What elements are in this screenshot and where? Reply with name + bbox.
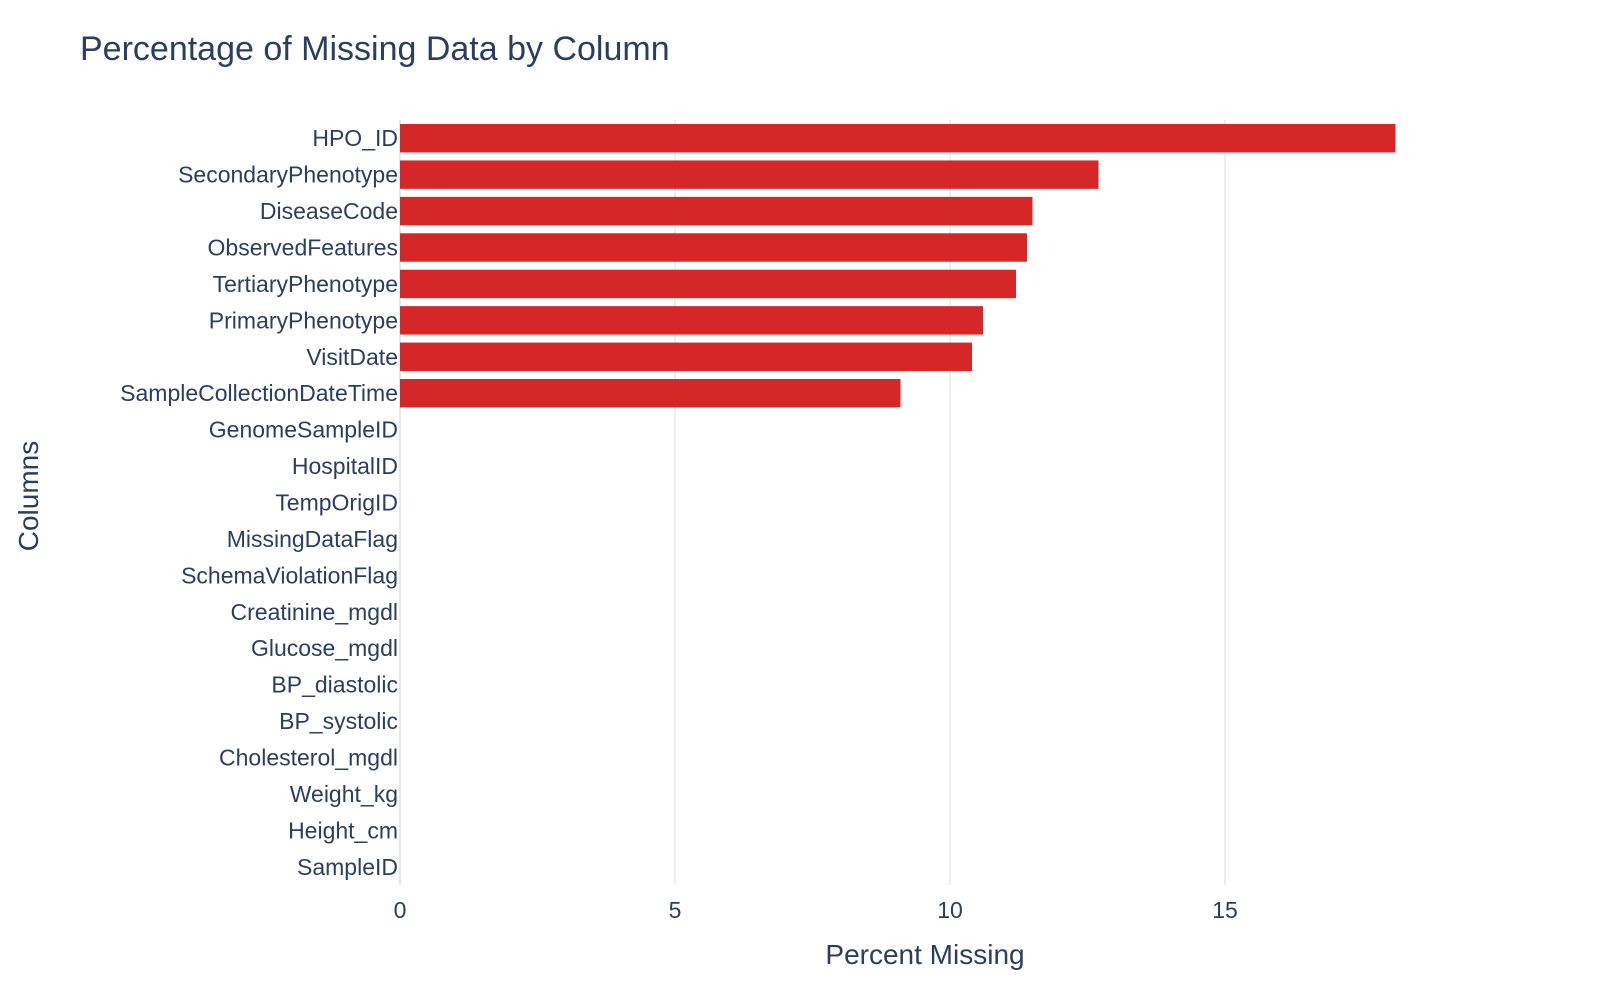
x-tick-label: 10 bbox=[937, 897, 963, 923]
y-axis-title: Columns bbox=[13, 441, 44, 551]
x-tick-labels: 0 5 10 15 bbox=[394, 897, 1238, 923]
bars bbox=[400, 124, 1396, 408]
bar[interactable] bbox=[400, 160, 1099, 189]
bar[interactable] bbox=[400, 196, 1033, 226]
bar[interactable] bbox=[400, 379, 901, 408]
bar[interactable] bbox=[400, 269, 1016, 299]
x-axis-title: Percent Missing bbox=[825, 939, 1024, 970]
x-tick-label: 5 bbox=[669, 897, 682, 923]
x-tick-label: 15 bbox=[1212, 897, 1238, 923]
x-tick-label: 0 bbox=[394, 897, 407, 923]
y-tick-label: VisitDate bbox=[306, 344, 398, 370]
y-tick-label: Glucose_mgdl bbox=[251, 635, 398, 661]
y-tick-label: Height_cm bbox=[288, 817, 398, 843]
chart-title: Percentage of Missing Data by Column bbox=[80, 30, 670, 68]
y-tick-label: Cholesterol_mgdl bbox=[219, 745, 398, 771]
bar[interactable] bbox=[400, 233, 1027, 262]
y-tick-label: Creatinine_mgdl bbox=[231, 599, 398, 625]
y-tick-label: BP_diastolic bbox=[271, 672, 398, 698]
y-tick-label: MissingDataFlag bbox=[227, 526, 398, 552]
y-tick-label: SecondaryPhenotype bbox=[178, 162, 398, 188]
y-tick-label: GenomeSampleID bbox=[209, 417, 398, 443]
y-tick-label: ObservedFeatures bbox=[208, 235, 398, 261]
y-tick-label: SchemaViolationFlag bbox=[181, 562, 398, 588]
y-tick-label: HPO_ID bbox=[312, 125, 398, 151]
y-tick-label: HospitalID bbox=[292, 453, 398, 479]
y-tick-label: PrimaryPhenotype bbox=[209, 307, 398, 333]
y-tick-label: Weight_kg bbox=[290, 781, 398, 807]
y-tick-label: DiseaseCode bbox=[260, 198, 398, 224]
bar[interactable] bbox=[400, 342, 972, 371]
y-tick-label: TempOrigID bbox=[275, 490, 398, 516]
y-tick-labels: HPO_ID SecondaryPhenotype DiseaseCode Obser… bbox=[120, 125, 398, 880]
bar[interactable] bbox=[400, 124, 1396, 153]
bar[interactable] bbox=[400, 306, 983, 335]
y-tick-label: TertiaryPhenotype bbox=[213, 271, 398, 297]
y-tick-label: SampleID bbox=[297, 854, 398, 880]
y-tick-label: BP_systolic bbox=[279, 708, 398, 734]
y-tick-label: SampleCollectionDateTime bbox=[120, 380, 398, 406]
